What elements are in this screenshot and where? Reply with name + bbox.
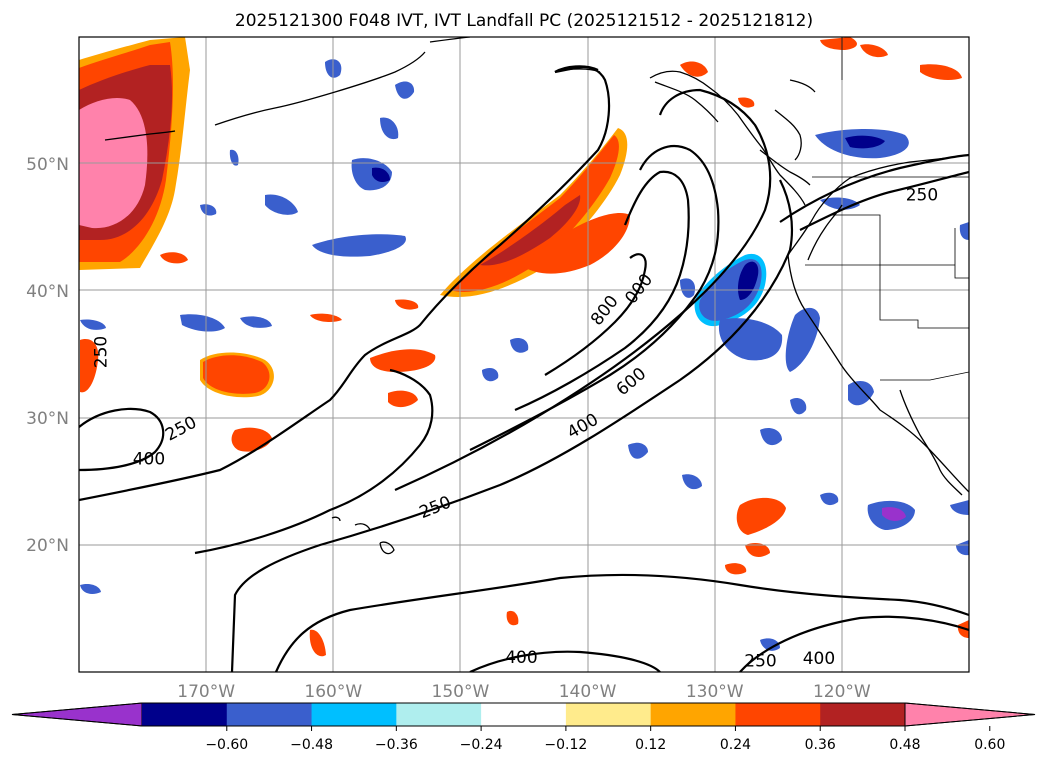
lat-label: 20°N	[26, 536, 69, 556]
colorbar-tick-label: −0.24	[460, 737, 503, 753]
lat-label: 40°N	[26, 282, 69, 302]
map-title: 2025121300 F048 IVT, IVT Landfall PC (20…	[235, 11, 813, 31]
colorbar-tick-label: −0.48	[290, 737, 333, 753]
contour-label: 400	[133, 450, 165, 470]
colorbar-outline	[11, 702, 1036, 727]
colorbar-tick-label: 0.48	[889, 737, 920, 753]
contour-label: 400	[505, 648, 537, 668]
lon-label: 160°W	[304, 682, 362, 702]
colorbar-extend-high	[904, 702, 1036, 727]
colorbar-segment	[311, 703, 397, 726]
colorbar-tick-label: 0.60	[974, 737, 1005, 753]
ivt-contour-250-south	[194, 368, 434, 555]
colorbar-segment	[396, 703, 482, 726]
ivt-contour-250-inner	[230, 179, 794, 672]
lat-label: 30°N	[26, 409, 69, 429]
colorbar-tick-label: −0.36	[375, 737, 418, 753]
contour-label: 250	[906, 185, 938, 205]
ivt-contour-small	[554, 65, 599, 73]
ivt-contour-south	[274, 573, 969, 672]
colorbar-segment	[735, 703, 821, 726]
contour-label: 250	[744, 652, 776, 672]
colorbar-tick-label: −0.60	[205, 737, 248, 753]
colorbar: −0.60 −0.48 −0.36 −0.24 −0.12 0.12 0.24 0.36 0.4…	[11, 702, 1036, 753]
ivt-contour-600	[469, 145, 720, 451]
contour-label: 400	[803, 649, 835, 669]
ivt-contour-250	[79, 66, 611, 502]
ivt-contour-southeast	[739, 615, 969, 672]
colorbar-tick-label: −0.12	[544, 737, 587, 753]
political-borders	[805, 37, 969, 381]
ivt-contour-ne-2	[779, 153, 969, 223]
ivt-contour-800	[514, 170, 690, 412]
colorbar-tick-label: 0.24	[720, 737, 751, 753]
ivt-contour-400	[394, 88, 772, 492]
latitude-labels: 50°N 40°N 30°N 20°N	[26, 155, 69, 556]
graticule	[79, 37, 969, 672]
lon-label: 140°W	[559, 682, 617, 702]
map-frame	[78, 36, 970, 673]
colorbar-extend-low	[11, 702, 143, 727]
lat-label: 50°N	[26, 155, 69, 175]
ivt-contour-1000	[544, 253, 647, 376]
colorbar-tick-label: 0.12	[635, 737, 666, 753]
lon-label: 120°W	[813, 682, 871, 702]
ivt-contour-400-south	[469, 650, 661, 672]
ivt-contours	[79, 65, 969, 672]
colorbar-segment	[226, 703, 313, 726]
lon-label: 130°W	[686, 682, 744, 702]
colorbar-segment	[650, 703, 736, 726]
lon-label: 170°W	[177, 682, 235, 702]
colorbar-segment	[142, 703, 228, 726]
coastlines	[104, 37, 969, 555]
colorbar-segment	[820, 703, 906, 726]
colorbar-segment	[565, 703, 652, 726]
contour-label: 250	[92, 336, 112, 368]
ivt-contour-400-west	[79, 407, 165, 472]
lon-label: 150°W	[432, 682, 490, 702]
colorbar-tick-label: 0.36	[805, 737, 836, 753]
ivt-contour-ne	[799, 170, 969, 231]
colorbar-segment	[481, 703, 567, 726]
longitude-labels: 170°W 160°W 150°W 140°W 130°W 120°W	[177, 682, 871, 702]
